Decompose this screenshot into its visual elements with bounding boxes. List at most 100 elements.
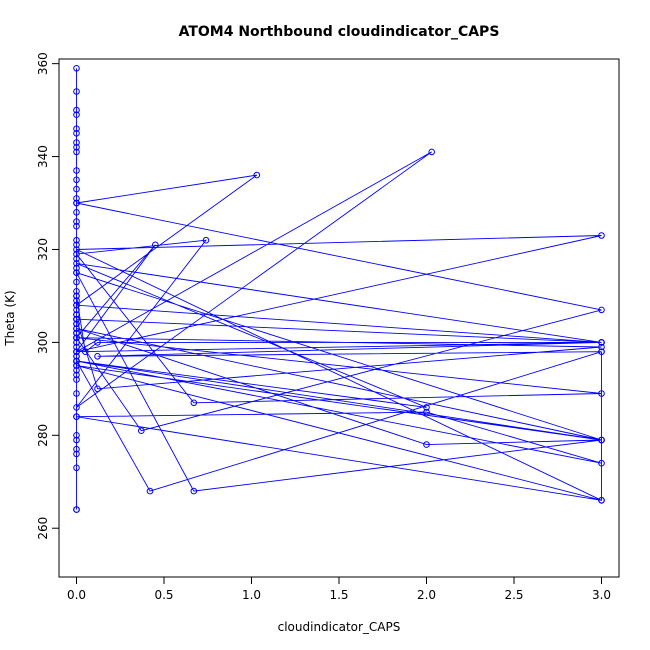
y-axis-label: Theta (K): [3, 290, 17, 346]
data-point: [73, 436, 80, 444]
data-point: [73, 167, 80, 174]
data-point: [598, 348, 605, 356]
y-tick-label: 340: [36, 145, 50, 168]
data-point: [73, 236, 80, 244]
data-point: [94, 353, 101, 360]
data-point: [94, 339, 101, 346]
data-point: [73, 278, 80, 286]
data-point: [73, 464, 80, 472]
x-axis: 0.0 0.5 1.0 1.5 2.0 2.5 3.0: [67, 577, 611, 602]
data-point: [73, 222, 80, 230]
data-point: [73, 260, 80, 267]
y-tick-label: 360: [36, 52, 50, 75]
data-point: [428, 148, 436, 156]
data-point: [138, 427, 145, 435]
data-point: [73, 367, 80, 374]
data-point: [73, 450, 80, 458]
data-point: [73, 292, 80, 300]
data-point: [73, 125, 80, 132]
data-point: [73, 329, 80, 337]
data-point: [152, 241, 159, 249]
data-point: [73, 176, 80, 184]
data-point: [73, 88, 80, 95]
data-point: [82, 348, 89, 356]
y-tick-label: 260: [36, 517, 50, 540]
data-point: [73, 343, 80, 351]
x-tick-label: 2.0: [417, 588, 436, 602]
data-point: [73, 445, 80, 453]
data-point: [73, 297, 80, 304]
data-point: [73, 250, 80, 258]
data-point: [73, 106, 80, 114]
data-point: [94, 385, 101, 393]
data-point: [598, 497, 605, 504]
data-point: [73, 325, 80, 332]
x-tick-label: 0.0: [67, 588, 86, 602]
data-point: [73, 130, 80, 137]
data-point: [73, 315, 80, 323]
series-layer: [73, 65, 605, 513]
data-point: [73, 376, 80, 383]
data-point: [73, 65, 80, 72]
data-point: [598, 339, 605, 346]
data-point: [73, 404, 80, 411]
data-point: [190, 487, 198, 495]
x-tick-label: 1.5: [329, 588, 348, 602]
y-axis: 260 280 300 320 340 360: [36, 52, 59, 540]
data-point: [598, 459, 605, 467]
data-point: [73, 199, 80, 207]
data-point: [73, 241, 80, 249]
data-point: [423, 408, 430, 416]
x-tick-label: 1.0: [242, 588, 261, 602]
data-point: [73, 144, 80, 151]
data-point: [73, 195, 80, 202]
data-point: [73, 209, 80, 216]
data-point: [73, 371, 80, 379]
data-point: [73, 139, 80, 146]
data-point: [73, 306, 80, 314]
data-point: [73, 348, 80, 356]
data-point: [73, 432, 80, 439]
series-line: [75, 68, 602, 510]
data-point: [202, 236, 210, 244]
data-point: [73, 246, 80, 253]
data-point: [73, 148, 80, 156]
data-point: [598, 232, 605, 239]
data-point: [73, 334, 80, 342]
data-point: [73, 506, 80, 513]
data-point: [73, 264, 80, 272]
data-point: [73, 357, 80, 365]
data-point: [73, 413, 80, 421]
y-tick-label: 320: [36, 238, 50, 261]
data-point: [73, 301, 80, 309]
data-point: [73, 185, 80, 193]
data-point: [598, 306, 605, 314]
data-point: [73, 339, 80, 346]
x-tick-label: 0.5: [154, 588, 173, 602]
data-point: [73, 353, 80, 360]
chart-title: ATOM4 Northbound cloudindicator_CAPS: [179, 24, 500, 40]
data-point: [598, 343, 605, 351]
data-point: [73, 218, 80, 225]
data-point: [73, 390, 80, 397]
x-tick-label: 3.0: [592, 588, 611, 602]
data-point: [73, 269, 80, 277]
data-point: [73, 288, 80, 295]
data-point: [73, 362, 80, 369]
data-point: [146, 487, 154, 495]
data-point: [73, 320, 80, 328]
data-point: [73, 311, 80, 318]
y-tick-label: 300: [36, 331, 50, 354]
x-tick-label: 2.5: [504, 588, 523, 602]
data-point: [598, 390, 605, 397]
data-point: [253, 171, 261, 179]
x-axis-label: cloudindicator_CAPS: [278, 620, 401, 634]
data-point: [73, 255, 80, 263]
data-point: [190, 399, 198, 407]
data-point: [423, 404, 430, 411]
plot-frame: [58, 58, 620, 578]
data-point: [598, 436, 605, 444]
data-point: [423, 441, 430, 448]
data-point: [73, 111, 80, 118]
